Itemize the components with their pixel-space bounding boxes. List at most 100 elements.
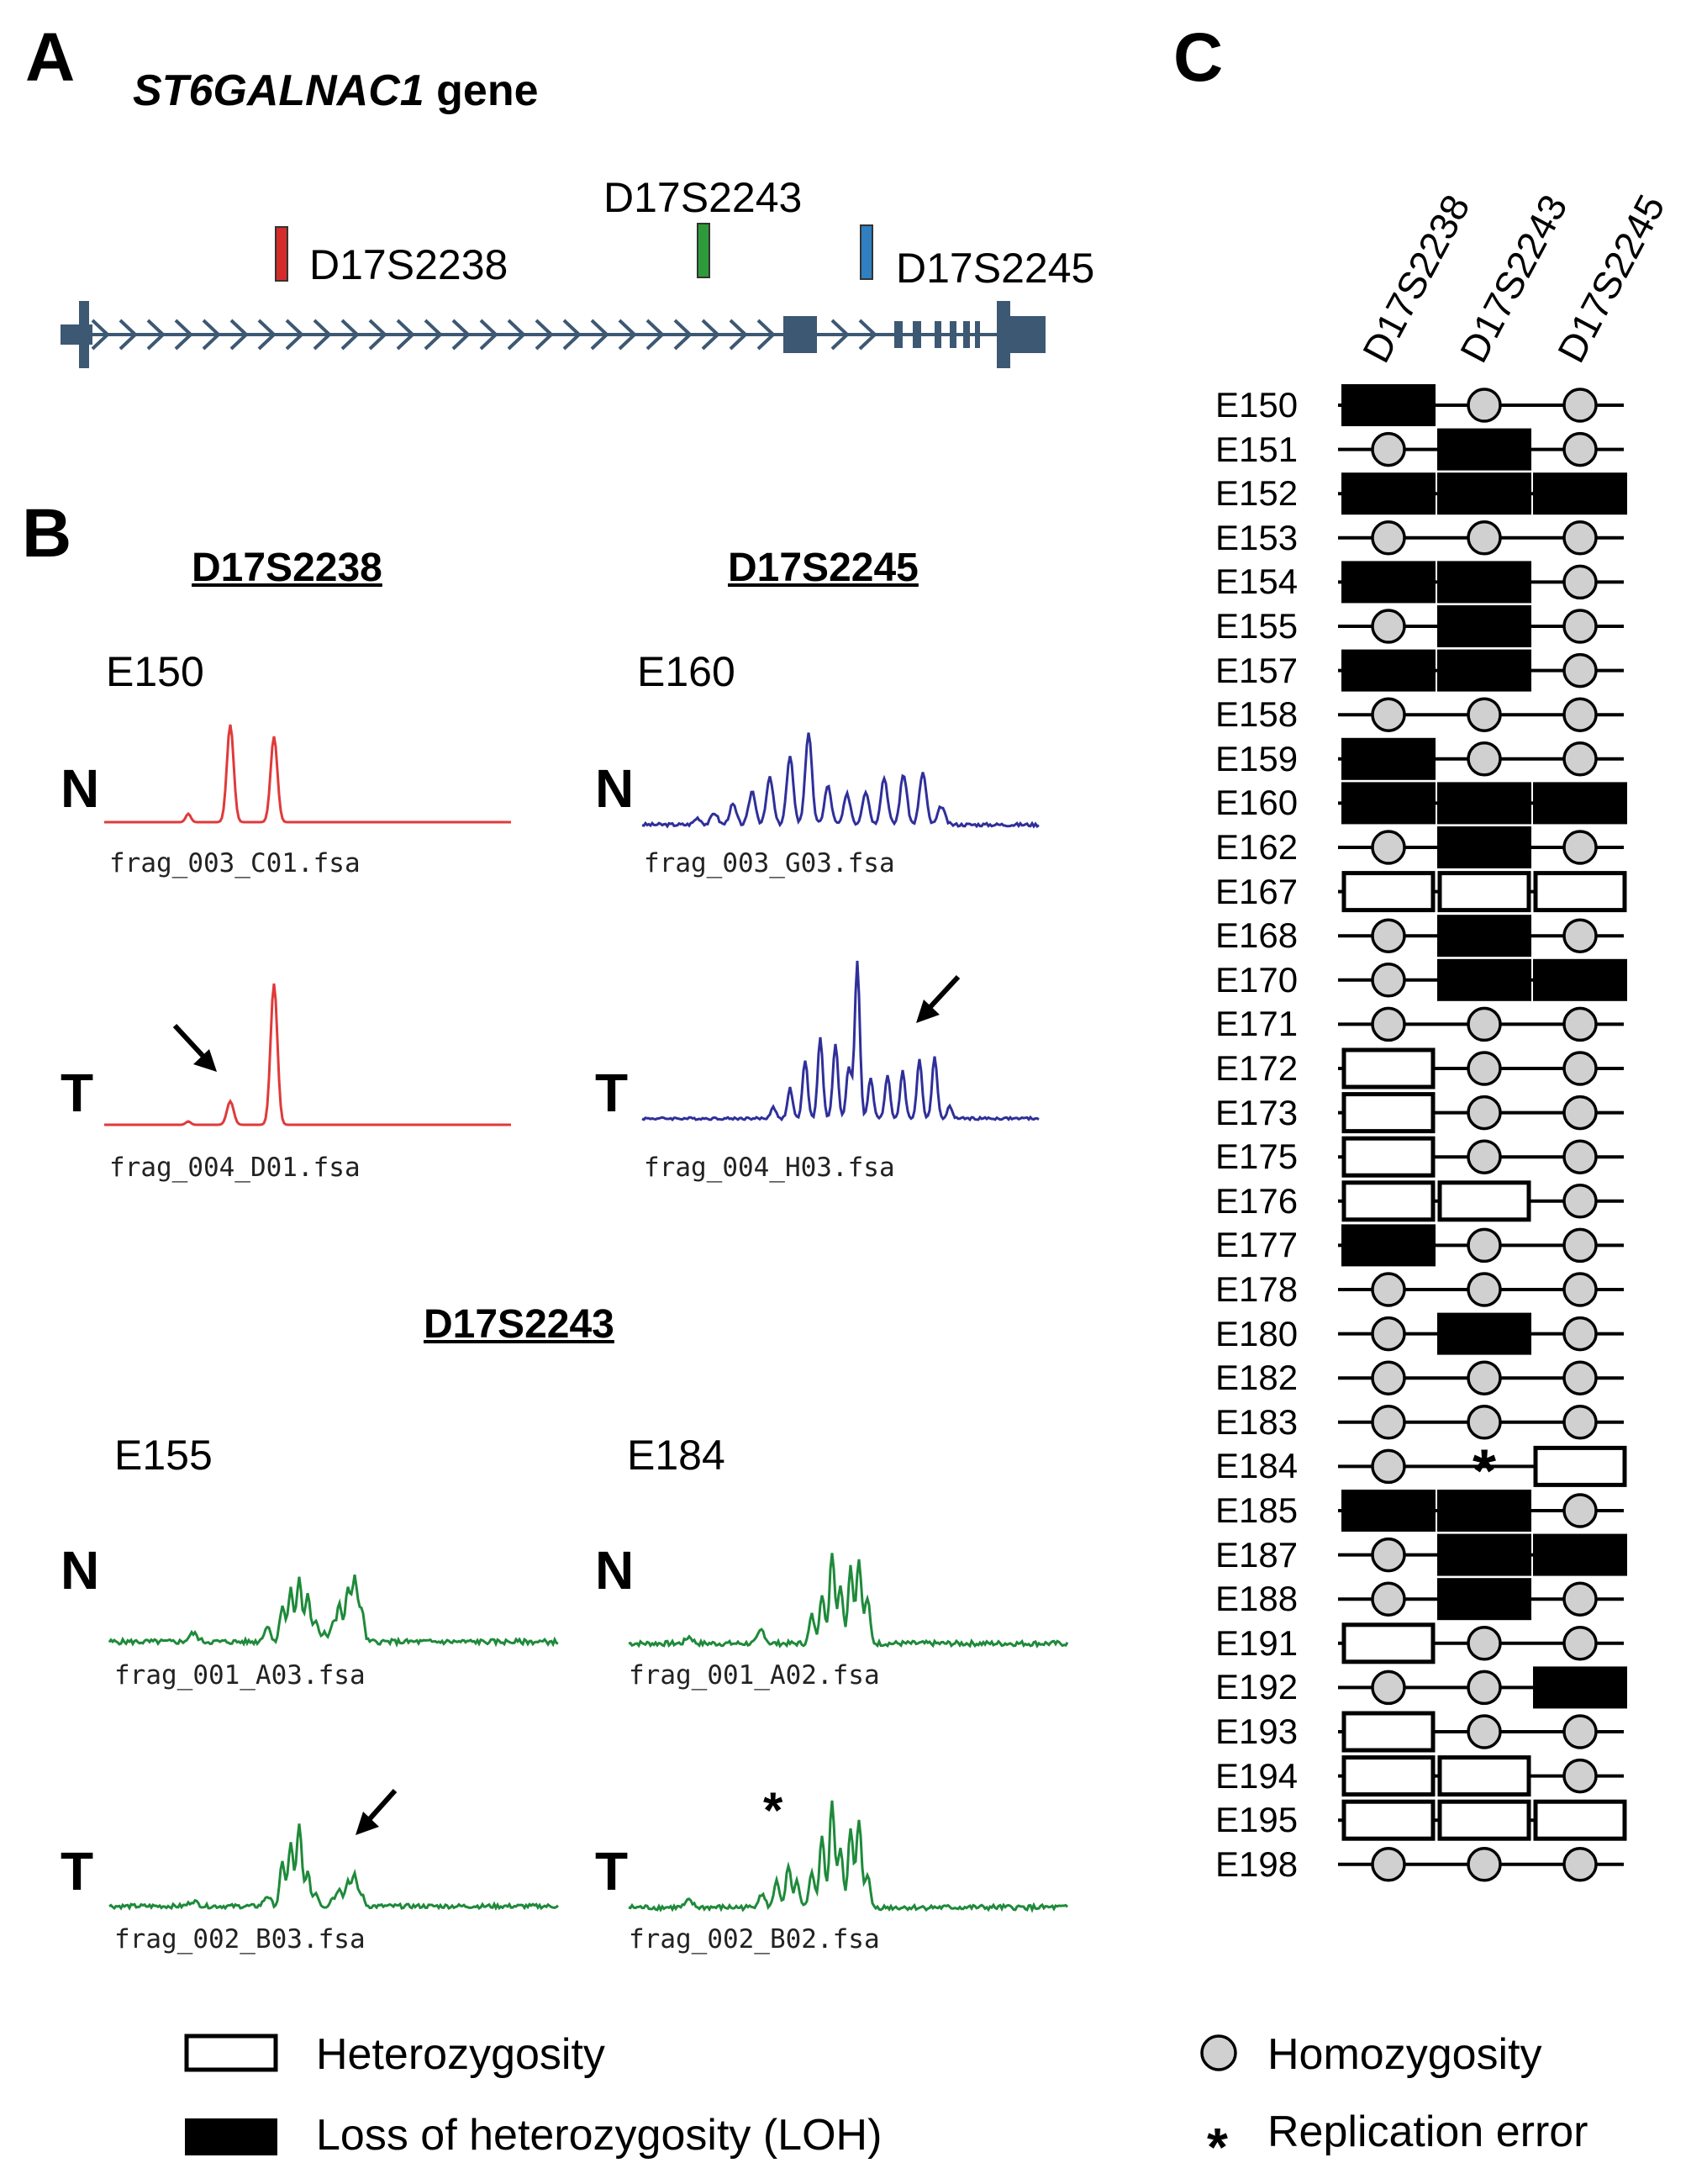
loh-row	[1338, 649, 1624, 692]
homozygosity-circle	[1467, 1051, 1502, 1086]
row-label: E184	[1215, 1446, 1299, 1486]
loh-row	[1338, 1047, 1624, 1089]
legend-replication-error-label: Replication error	[1267, 2108, 1588, 2156]
heterozygosity-box	[1341, 1799, 1436, 1841]
loh-row	[1338, 605, 1624, 647]
loh-box	[1341, 1224, 1436, 1267]
chevron-icon	[396, 319, 415, 351]
loh-row	[1338, 1360, 1624, 1395]
row-label: E170	[1215, 959, 1299, 1000]
loh-box	[1437, 782, 1531, 825]
row-label: E192	[1215, 1667, 1299, 1707]
homozygosity-circle	[1562, 1272, 1598, 1307]
row-label: E198	[1215, 1844, 1299, 1884]
normal-label: N	[61, 1540, 100, 1601]
section-title-d17s2245: D17S2245	[728, 546, 919, 590]
homozygosity-circle	[1371, 1316, 1406, 1352]
row-label: E175	[1215, 1137, 1299, 1177]
homozygosity-circle	[1371, 918, 1406, 953]
homozygosity-circle	[1467, 697, 1502, 732]
loh-row	[1338, 1272, 1624, 1307]
trace-e150-normal	[104, 724, 511, 824]
heterozygosity-box	[1437, 1799, 1531, 1841]
legend-homozygosity-label: Homozygosity	[1267, 2030, 1542, 2079]
loh-row	[1338, 1490, 1624, 1532]
row-label: E178	[1215, 1269, 1299, 1309]
homozygosity-circle	[1562, 1051, 1598, 1086]
chevron-icon	[146, 319, 166, 351]
trace-e160-tumor	[641, 960, 1040, 1122]
legend-loh-label: Loss of heterozygosity (LOH)	[316, 2111, 882, 2160]
legend-heterozygosity-box	[184, 2034, 278, 2072]
homozygosity-circle	[1562, 564, 1598, 600]
loh-box	[1437, 1490, 1531, 1532]
loh-row	[1338, 384, 1624, 426]
marker-d17s2243	[697, 223, 710, 278]
loh-box	[1533, 782, 1627, 825]
heterozygosity-box	[1533, 871, 1627, 913]
file-label: frag_003_G03.fsa	[644, 848, 895, 878]
homozygosity-circle	[1562, 1405, 1598, 1440]
homozygosity-circle	[1562, 1139, 1598, 1174]
homozygosity-circle	[1467, 1095, 1502, 1131]
chevron-icon	[340, 319, 360, 351]
loh-row	[1338, 472, 1627, 515]
section-title-d17s2243: D17S2243	[424, 1302, 614, 1347]
chevron-icon	[830, 319, 850, 351]
loh-row	[1338, 1312, 1624, 1355]
legend-loh-box	[185, 2118, 277, 2155]
loh-row	[1338, 1006, 1624, 1042]
sample-label-e155: E155	[114, 1432, 213, 1479]
loh-row: *	[1338, 1438, 1627, 1505]
row-label: E168	[1215, 915, 1299, 956]
tumor-label: T	[595, 1841, 629, 1902]
marker-label-d17s2243: D17S2243	[603, 174, 803, 221]
homozygosity-circle	[1562, 741, 1598, 777]
chevron-icon	[451, 319, 471, 351]
marker-label-d17s2245: D17S2245	[896, 245, 1095, 292]
homozygosity-circle	[1562, 1714, 1598, 1749]
legend-asterisk-icon: *	[1207, 2117, 1228, 2177]
heterozygosity-box	[1341, 1047, 1436, 1089]
exon	[79, 301, 89, 368]
homozygosity-circle	[1562, 1626, 1598, 1661]
homozygosity-circle	[1371, 1360, 1406, 1395]
loh-row	[1338, 1405, 1624, 1440]
loh-grid-rows: *	[1338, 384, 1627, 1882]
loh-box	[1341, 1490, 1436, 1532]
homozygosity-circle	[1562, 609, 1598, 644]
loh-box	[1437, 1533, 1531, 1576]
loh-box	[1437, 826, 1531, 868]
marker-label-d17s2238: D17S2238	[309, 241, 508, 288]
row-label: E171	[1215, 1004, 1299, 1044]
chevron-icon	[285, 319, 304, 351]
heterozygosity-box	[1533, 1445, 1627, 1487]
chevron-icon	[756, 319, 776, 351]
chevron-icon	[507, 319, 526, 351]
homozygosity-circle	[1371, 520, 1406, 556]
section-title-d17s2238: D17S2238	[192, 546, 382, 590]
row-label: E160	[1215, 783, 1299, 823]
loh-box	[1341, 782, 1436, 825]
chevron-icon	[673, 319, 693, 351]
homozygosity-circle	[1467, 1227, 1502, 1263]
row-label: E180	[1215, 1313, 1299, 1353]
chevron-icon	[424, 319, 443, 351]
homozygosity-circle	[1562, 1360, 1598, 1395]
loh-box	[1341, 472, 1436, 515]
file-label: frag_002_B03.fsa	[114, 1924, 366, 1955]
homozygosity-circle	[1562, 1847, 1598, 1882]
exon	[894, 321, 903, 348]
homozygosity-circle	[1562, 388, 1598, 423]
homozygosity-circle	[1562, 1581, 1598, 1617]
panel-c-letter: C	[1173, 19, 1224, 96]
row-label: E152	[1215, 473, 1299, 514]
homozygosity-circle	[1371, 609, 1406, 644]
heterozygosity-box	[1437, 871, 1531, 913]
row-label: E188	[1215, 1579, 1299, 1619]
exon	[963, 321, 970, 348]
loh-row	[1338, 915, 1624, 957]
homozygosity-circle	[1371, 1847, 1406, 1882]
homozygosity-circle	[1562, 1006, 1598, 1042]
